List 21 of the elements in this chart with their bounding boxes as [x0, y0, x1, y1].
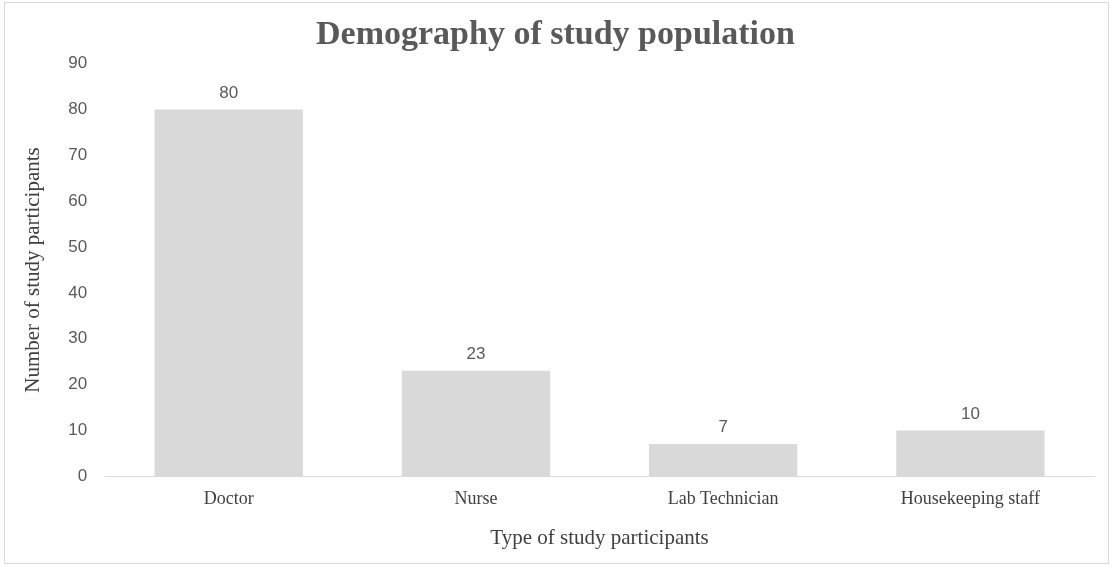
data-label: 7 [718, 417, 728, 437]
y-tick-label: 20 [68, 374, 88, 394]
data-label: 23 [466, 344, 486, 363]
data-label: 10 [960, 403, 980, 423]
y-tick-label: 60 [68, 190, 88, 210]
y-tick-label: 80 [68, 99, 88, 119]
x-tick-label: Housekeeping staff [900, 487, 1040, 508]
x-tick-label: Doctor [203, 487, 254, 508]
y-tick-label: 10 [68, 420, 88, 440]
y-tick-label: 90 [68, 53, 88, 73]
x-axis-title: Type of study participants [490, 524, 709, 549]
y-tick-label: 30 [68, 328, 88, 348]
y-tick-label: 40 [68, 282, 88, 302]
x-tick-label: Lab Technician [667, 487, 779, 508]
chart-title: Demography of study population [316, 14, 796, 52]
x-tick-label: Nurse [454, 487, 498, 508]
y-tick-label: 50 [68, 236, 88, 256]
y-axis-title: Number of study participants [20, 147, 45, 393]
data-label: 80 [219, 82, 239, 102]
y-tick-label: 0 [77, 465, 88, 485]
y-tick-label: 70 [68, 145, 88, 165]
